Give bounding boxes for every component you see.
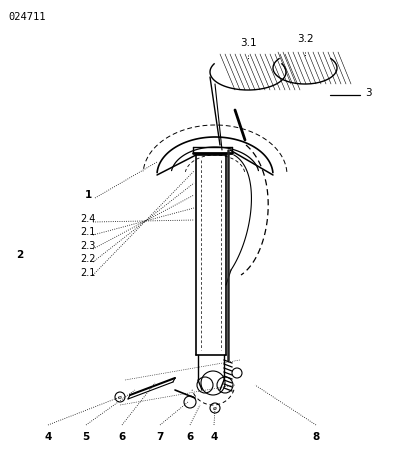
Text: 8: 8: [312, 432, 320, 442]
Text: 3: 3: [365, 88, 372, 98]
Text: 2.1: 2.1: [80, 227, 96, 237]
Text: 5: 5: [82, 432, 90, 442]
Text: 7: 7: [156, 432, 164, 442]
Text: 1: 1: [84, 190, 92, 200]
Text: ø: ø: [213, 405, 217, 410]
Text: 6: 6: [186, 432, 194, 442]
Text: 2.4: 2.4: [80, 214, 96, 224]
Text: 024711: 024711: [8, 12, 46, 22]
Text: 4: 4: [210, 432, 218, 442]
Text: 2.3: 2.3: [80, 241, 96, 251]
Text: 3.1: 3.1: [240, 38, 256, 48]
Text: 6: 6: [118, 432, 126, 442]
Text: 2.2: 2.2: [80, 254, 96, 264]
Text: 2: 2: [16, 250, 24, 260]
Text: 4: 4: [44, 432, 52, 442]
Text: 3.2: 3.2: [297, 34, 313, 44]
Text: 2.1: 2.1: [80, 268, 96, 278]
Text: ø: ø: [118, 395, 122, 400]
